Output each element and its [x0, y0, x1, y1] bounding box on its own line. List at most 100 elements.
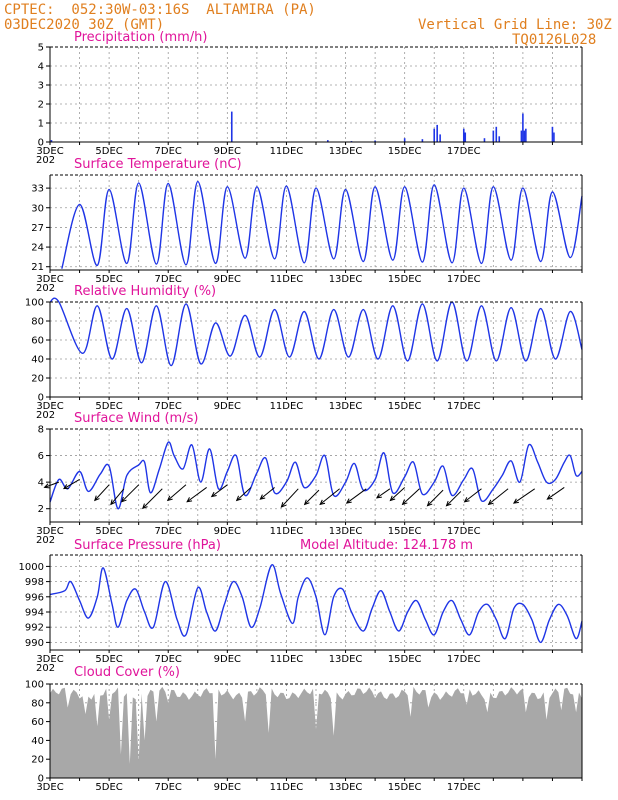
precip-date-label: 13DEC — [329, 146, 363, 157]
header-code: TQ0126L028 — [512, 32, 597, 48]
precip-bar — [553, 132, 555, 142]
precip-bar — [492, 130, 495, 142]
wind-arrow — [346, 488, 367, 504]
wind-arrow — [186, 487, 207, 503]
precip-bar — [551, 126, 554, 142]
wind-year-fragment: 202 — [36, 535, 55, 546]
cloud-panel: 0 20 40 60 80 100 3DEC 5DEC 7DEC 9DEC 11DEC 13DEC 15… — [25, 665, 583, 793]
wind-arrow — [547, 487, 565, 500]
wind-arrow-head — [110, 499, 116, 506]
wind-panel: 2 4 6 8 3DEC 5DEC 7DEC 9DEC 11DEC 13DEC 15DEC 17DEC… — [36, 411, 583, 546]
pressure-line — [49, 564, 583, 644]
precip-bar — [495, 126, 498, 142]
precip-bar — [230, 111, 233, 142]
header-station: CPTEC: 052:30W-03:16S ALTAMIRA (PA) — [4, 2, 316, 18]
rh-line — [49, 297, 583, 367]
rh-ytick-label: 20 — [31, 374, 44, 385]
precip-date-label: 7DEC — [155, 146, 182, 157]
rh-date-label: 7DEC — [155, 401, 182, 412]
rh-ytick-label: 60 — [31, 336, 44, 347]
pressure-date-label: 7DEC — [155, 654, 182, 665]
precip-bar — [403, 138, 406, 142]
wind-arrow — [319, 488, 340, 505]
wind-arrow-head — [94, 495, 100, 502]
wind-arrow-head — [62, 484, 69, 490]
temp-ytick-label: 21 — [31, 262, 44, 273]
wind-arrow-head — [375, 493, 382, 499]
precip-bar — [374, 140, 376, 142]
precip-bar — [522, 113, 524, 142]
rh-title: Relative Humidity (%) — [74, 284, 216, 299]
wind-title: Surface Wind (m/s) — [74, 411, 198, 426]
pressure-ytick-label: 992 — [25, 623, 44, 634]
wind-arrow — [44, 481, 60, 488]
temp-date-label: 7DEC — [155, 274, 182, 285]
precip-bar — [464, 132, 467, 142]
temp-year-fragment: 202 — [36, 283, 55, 294]
temp-panel: 21 24 27 30 33 3DEC 5DEC 7DEC 9DEC 11DEC 13DEC 15DE… — [31, 157, 583, 294]
precip-date-label: 3DEC — [36, 146, 63, 157]
precip-ytick-label: 2 — [38, 100, 44, 111]
wind-ytick-label: 6 — [38, 451, 44, 462]
precip-date-label: 9DEC — [214, 146, 241, 157]
pressure-year-fragment: 202 — [36, 663, 55, 674]
header-grid-note: Vertical Grid Line: 30Z — [418, 17, 612, 33]
wind-arrow — [167, 484, 187, 501]
cloud-ytick-label: 60 — [31, 717, 44, 728]
precip-ytick-label: 1 — [38, 119, 44, 130]
temp-line — [61, 180, 583, 269]
precip-date-label: 15DEC — [388, 146, 422, 157]
wind-date-label: 15DEC — [388, 526, 422, 537]
precip-ytick-label: 0 — [38, 138, 44, 149]
wind-arrow-head — [463, 497, 470, 503]
precip-date-label: 17DEC — [447, 146, 481, 157]
pressure-ytick-label: 990 — [25, 638, 44, 649]
rh-ytick-label: 80 — [31, 317, 44, 328]
temp-ytick-label: 30 — [31, 203, 44, 214]
wind-arrow — [142, 488, 163, 509]
wind-arrow — [94, 484, 110, 501]
pressure-ytick-label: 998 — [25, 577, 44, 588]
rh-date-label: 3DEC — [36, 401, 63, 412]
cloud-ytick-label: 0 — [38, 774, 44, 785]
precip-bar — [498, 136, 501, 142]
cloud-date-label: 17DEC — [447, 782, 481, 793]
wind-date-label: 5DEC — [95, 526, 122, 537]
wind-date-label: 3DEC — [36, 526, 63, 537]
temp-date-label: 9DEC — [214, 274, 241, 285]
wind-date-label: 13DEC — [329, 526, 363, 537]
wind-arrow-head — [546, 494, 553, 500]
wind-ytick-label: 8 — [38, 425, 44, 436]
wind-arrow — [390, 487, 406, 501]
temp-ytick-label: 33 — [31, 184, 44, 195]
wind-arrow — [211, 484, 228, 497]
wind-arrow — [488, 488, 509, 505]
precip-date-label: 5DEC — [95, 146, 122, 157]
wind-arrow-head — [235, 495, 242, 502]
rh-ytick-label: 100 — [25, 298, 44, 309]
rh-panel: 0 20 40 60 80 100 3DEC 5DEC 7DEC 9DEC 11DEC 13DEC 15… — [25, 284, 583, 421]
wind-arrow-head — [426, 500, 433, 507]
precip-bar — [421, 139, 424, 142]
wind-arrow-head — [210, 491, 217, 498]
wind-line — [49, 441, 583, 510]
wind-arrow-head — [345, 498, 352, 504]
cloud-ytick-label: 40 — [31, 736, 44, 747]
wind-arrow — [446, 491, 462, 507]
wind-arrow-head — [120, 496, 127, 503]
wind-arrow — [402, 488, 420, 505]
cloud-date-label: 7DEC — [155, 782, 182, 793]
wind-arrow-head — [389, 495, 396, 502]
precip-bar — [327, 140, 329, 142]
precip-date-label: 11DEC — [270, 146, 304, 157]
wind-arrow-head — [303, 499, 310, 506]
cloud-ytick-label: 20 — [31, 755, 44, 766]
wind-arrow-head — [186, 497, 193, 503]
pressure-title: Surface Pressure (hPa) — [74, 538, 221, 553]
rh-date-label: 17DEC — [447, 401, 481, 412]
wind-ytick-label: 4 — [38, 478, 44, 489]
pressure-date-label: 11DEC — [270, 654, 304, 665]
precip-bar — [523, 130, 526, 142]
wind-arrow-head — [141, 503, 148, 510]
precip-bar — [462, 128, 465, 142]
